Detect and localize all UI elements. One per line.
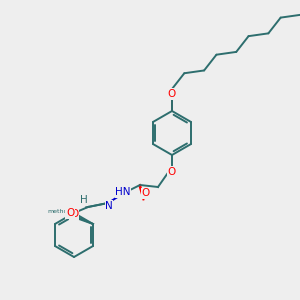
Text: H: H bbox=[80, 195, 88, 205]
Text: HN: HN bbox=[115, 187, 131, 197]
Text: O: O bbox=[66, 208, 74, 218]
Text: O: O bbox=[168, 89, 176, 99]
Text: O: O bbox=[70, 209, 78, 219]
Text: O: O bbox=[142, 188, 150, 199]
Text: O: O bbox=[168, 167, 176, 177]
Text: N: N bbox=[105, 201, 113, 211]
Text: methoxy: methoxy bbox=[47, 208, 75, 214]
